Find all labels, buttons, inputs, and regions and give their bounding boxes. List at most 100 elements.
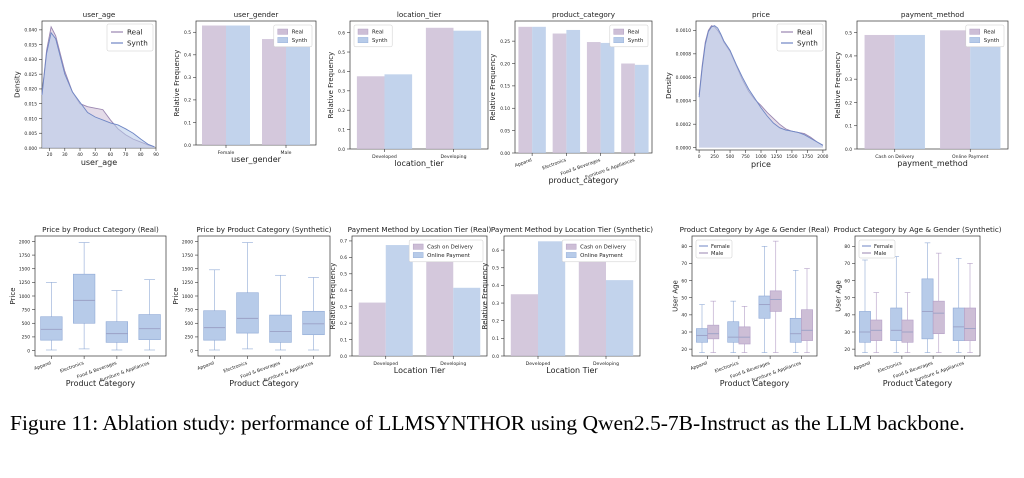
- y-axis-label: Relative Frequency: [834, 52, 842, 119]
- chart-title: payment_method: [901, 10, 964, 19]
- x-tick-label: Apparel: [514, 157, 533, 169]
- x-axis-label: Location Tier: [546, 366, 598, 375]
- y-tick-label: 0.0: [845, 147, 852, 153]
- y-tick-label: 0.3: [338, 89, 345, 95]
- legend-box: [561, 239, 637, 263]
- legend-box: [408, 239, 484, 263]
- x-tick-label: Developed: [372, 154, 397, 160]
- y-tick-label: 0.5: [492, 266, 499, 272]
- legend-label: Real: [984, 30, 996, 36]
- legend-swatch: [357, 37, 369, 44]
- box-plot-male-box: [901, 319, 914, 343]
- box-plot-male-box: [769, 290, 782, 312]
- x-tick-label: Male: [281, 150, 292, 156]
- chart-title: Price by Product Category (Real): [42, 225, 159, 234]
- legend-label: Synth: [292, 38, 308, 44]
- y-tick-label: 0.0: [338, 147, 345, 153]
- y-tick-label: 0.1: [184, 120, 191, 126]
- legend-swatch: [969, 37, 980, 44]
- box-plot-box: [302, 310, 325, 336]
- box-plot-female-box: [789, 317, 802, 343]
- y-tick-label: 0.040: [24, 28, 37, 34]
- legend-label: Synth: [628, 38, 644, 44]
- y-tick-label: 0.0: [492, 354, 499, 360]
- bar-cash-on-delivery: [426, 259, 454, 356]
- chart-location-tier: location_tier 0.0 0.1 0.2 0.3 0.4 0.5 0.6 Relati…: [327, 10, 489, 168]
- y-tick-label: 0.7: [340, 239, 347, 245]
- bar-real: [356, 76, 385, 149]
- y-tick-label: 0.3: [845, 77, 852, 83]
- legend-swatch: [277, 28, 288, 35]
- x-tick-label: Apparel: [33, 360, 52, 372]
- y-tick-label: 0.0: [340, 354, 347, 360]
- y-tick-label: 0.4: [340, 288, 347, 294]
- y-tick-label: 0.6: [338, 30, 345, 36]
- bar-real: [425, 27, 454, 149]
- y-tick-label: 60: [681, 278, 687, 284]
- bar-synth: [634, 64, 649, 153]
- y-tick-label: 1500: [182, 267, 193, 273]
- x-tick-label: 30: [62, 152, 68, 158]
- legend-label: Real: [797, 28, 813, 37]
- bar-online-payment: [453, 287, 481, 356]
- plot-frame: [197, 235, 331, 357]
- y-tick-label: 750: [185, 307, 194, 313]
- box-plot-female-box: [859, 311, 871, 343]
- y-tick-label: 0.05: [500, 128, 510, 134]
- y-tick-label: 20: [844, 347, 850, 353]
- legend-swatch: [277, 37, 288, 44]
- y-axis-label: Price: [9, 287, 17, 304]
- x-tick-label: 1000: [755, 154, 766, 160]
- y-tick-label: 0.5: [340, 272, 347, 278]
- y-tick-label: 70: [844, 261, 850, 267]
- legend-swatch: [969, 28, 980, 35]
- y-tick-label: 0.025: [24, 72, 37, 78]
- chart-product-category: product_category 0.00 0.05 0.10 0.15 0.20 0.25…: [489, 10, 653, 185]
- y-tick-label: 40: [844, 313, 850, 319]
- bar-cash-on-delivery: [510, 294, 538, 356]
- y-tick-label: 0.3: [340, 304, 347, 310]
- x-tick-label: Developing: [593, 361, 619, 367]
- box-plot-male-box: [964, 307, 976, 341]
- bar-real: [864, 34, 895, 149]
- y-tick-label: 0.0004: [676, 99, 692, 105]
- y-tick-label: 0.000: [24, 146, 37, 152]
- y-tick-label: 0.005: [24, 131, 37, 137]
- legend-label: Cash on Delivery: [427, 245, 474, 251]
- chart-age-gender-synth: Product Category by Age & Gender (Synthe…: [833, 225, 1001, 388]
- y-tick-label: 1750: [19, 253, 30, 259]
- x-axis-label: payment_method: [897, 159, 968, 168]
- bar-synth: [384, 74, 413, 149]
- y-tick-label: 70: [681, 261, 687, 267]
- bar-real: [621, 63, 635, 154]
- box-plot-box: [138, 314, 161, 340]
- legend-label: Cash on Delivery: [580, 245, 627, 251]
- x-tick-label: 0: [698, 154, 701, 160]
- legend-swatch: [412, 243, 424, 250]
- y-tick-label: 750: [22, 307, 31, 313]
- x-tick-label: Apparel: [853, 360, 872, 372]
- box-plot-female-box: [758, 295, 771, 319]
- x-axis-label: Product Category: [720, 379, 790, 388]
- box-plot-box: [269, 314, 292, 343]
- x-tick-label: Electronics: [223, 360, 249, 374]
- y-tick-label: 0.2: [340, 321, 347, 327]
- bar-synth: [453, 30, 482, 150]
- chart-title: product_category: [552, 10, 616, 19]
- y-tick-label: 0.1: [492, 336, 499, 342]
- chart-payment-by-tier-synth: Payment Method by Location Tier (Synthet…: [481, 225, 653, 375]
- x-tick-label: Developed: [373, 361, 398, 367]
- x-axis-label: Location Tier: [394, 366, 446, 375]
- legend-label: Synth: [797, 39, 818, 48]
- legend-label: Real: [127, 28, 143, 37]
- y-tick-label: 0.25: [500, 39, 510, 45]
- box-plot-female-box: [921, 278, 934, 340]
- y-tick-label: 0.4: [845, 54, 852, 60]
- box-plot-box: [73, 273, 96, 324]
- legend-swatch: [613, 37, 624, 44]
- chart-title: Product Category by Age & Gender (Synthe…: [833, 225, 1001, 234]
- chart-price-synth: Price by Product Category (Synthetic) 0 25…: [172, 225, 332, 388]
- x-axis-label: Product Category: [66, 379, 136, 388]
- legend-label: Real: [372, 30, 384, 36]
- legend-label: Synth: [127, 39, 148, 48]
